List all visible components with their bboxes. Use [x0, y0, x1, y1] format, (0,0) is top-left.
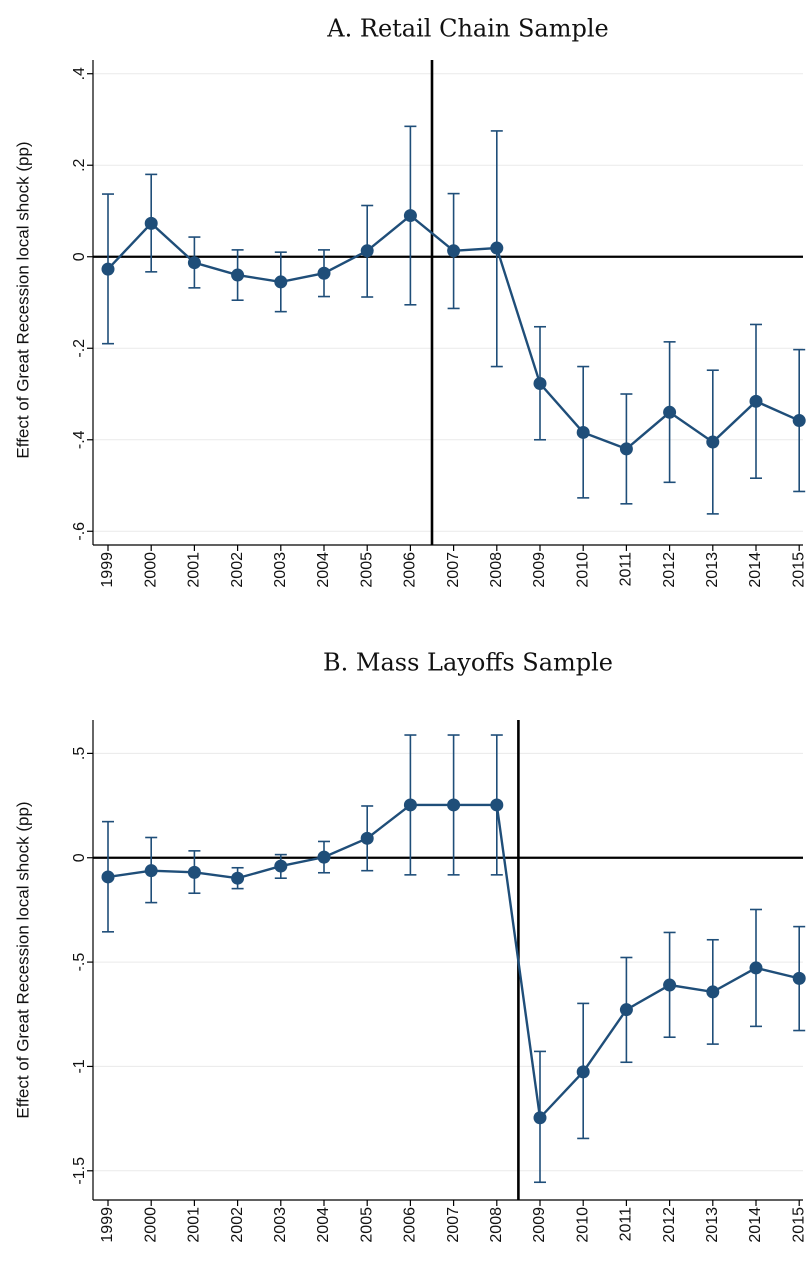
x-tick-label: 2014 — [747, 552, 764, 588]
x-tick-label: 2011 — [618, 552, 635, 587]
data-point — [274, 275, 288, 289]
y-tick-label: -.2 — [71, 339, 88, 358]
x-tick-label: 2009 — [531, 552, 548, 588]
x-tick-label: 2015 — [790, 1207, 806, 1243]
data-point — [576, 425, 590, 439]
x-tick-label: 2013 — [704, 552, 721, 588]
data-point — [187, 256, 201, 270]
panel-a: A. Retail Chain Sample Effect of Great Re… — [13, 15, 806, 588]
data-point — [749, 394, 763, 408]
x-tick-label: 2015 — [790, 552, 806, 588]
data-point — [144, 864, 158, 878]
y-tick-label: 0 — [71, 853, 88, 862]
x-tick-label: 2006 — [402, 1207, 419, 1243]
y-axis-label: Effect of Great Recession local shock (p… — [13, 801, 32, 1118]
data-point — [317, 850, 331, 864]
x-tick-label: 2011 — [618, 1207, 635, 1242]
chart-title: B. Mass Layoffs Sample — [323, 649, 613, 677]
chart-title: A. Retail Chain Sample — [326, 15, 608, 43]
data-point — [403, 798, 417, 812]
data-point — [576, 1065, 590, 1079]
y-tick-label: .4 — [71, 67, 88, 80]
data-point — [317, 266, 331, 280]
data-point — [403, 209, 417, 223]
x-tick-label: 2000 — [142, 552, 159, 588]
y-tick-label: -.5 — [71, 953, 88, 972]
data-point — [706, 985, 720, 999]
x-tick-label: 2013 — [704, 1207, 721, 1243]
data-point — [101, 262, 115, 276]
y-tick-label: -1.5 — [71, 1157, 88, 1185]
x-tick-label: 2001 — [186, 552, 203, 588]
data-point — [749, 961, 763, 975]
data-point — [490, 241, 504, 255]
data-point — [447, 244, 461, 258]
x-tick-label: 2009 — [531, 1207, 548, 1243]
data-point — [533, 1111, 547, 1125]
x-tick-label: 2001 — [186, 1207, 203, 1243]
data-point — [533, 376, 547, 390]
x-tick-label: 2008 — [488, 1207, 505, 1243]
data-point — [101, 870, 115, 884]
data-point — [490, 798, 504, 812]
y-tick-label: .5 — [71, 747, 88, 760]
data-point — [619, 442, 633, 456]
x-tick-label: 2007 — [445, 552, 462, 588]
x-tick-label: 2002 — [229, 552, 246, 588]
panel-b: B. Mass Layoffs Sample Effect of Great Re… — [13, 649, 806, 1243]
x-tick-label: 2005 — [358, 552, 375, 588]
x-tick-label: 2004 — [315, 1207, 332, 1243]
x-tick-label: 2003 — [272, 1207, 289, 1243]
data-point — [274, 859, 288, 873]
y-tick-label: 0 — [71, 252, 88, 261]
x-tick-label: 2002 — [229, 1207, 246, 1243]
data-point — [792, 414, 806, 428]
x-tick-label: 2012 — [661, 552, 678, 588]
x-tick-label: 2014 — [747, 1207, 764, 1243]
data-point — [360, 831, 374, 845]
x-tick-label: 2010 — [574, 552, 591, 588]
data-point — [231, 268, 245, 282]
data-point — [144, 216, 158, 230]
y-tick-label: .2 — [71, 158, 88, 171]
data-point — [619, 1003, 633, 1017]
x-tick-label: 2012 — [661, 1207, 678, 1243]
y-tick-label: -.4 — [71, 430, 88, 449]
data-point — [360, 244, 374, 258]
x-tick-label: 2005 — [358, 1207, 375, 1243]
x-tick-label: 2003 — [272, 552, 289, 588]
data-point — [663, 405, 677, 419]
x-tick-label: 2000 — [142, 1207, 159, 1243]
data-point — [663, 978, 677, 992]
y-axis-label: Effect of Great Recession local shock (p… — [13, 141, 32, 458]
x-tick-label: 2006 — [402, 552, 419, 588]
data-point — [706, 435, 720, 449]
data-point — [231, 871, 245, 885]
x-tick-label: 2008 — [488, 552, 505, 588]
x-tick-label: 1999 — [99, 552, 116, 588]
y-tick-label: -1 — [71, 1059, 88, 1073]
data-point — [447, 798, 461, 812]
x-tick-label: 2004 — [315, 552, 332, 588]
data-point — [792, 971, 806, 985]
x-tick-label: 2007 — [445, 1207, 462, 1243]
x-tick-label: 2010 — [574, 1207, 591, 1243]
x-tick-label: 1999 — [99, 1207, 116, 1243]
y-tick-label: -.6 — [71, 522, 88, 541]
data-point — [187, 865, 201, 879]
